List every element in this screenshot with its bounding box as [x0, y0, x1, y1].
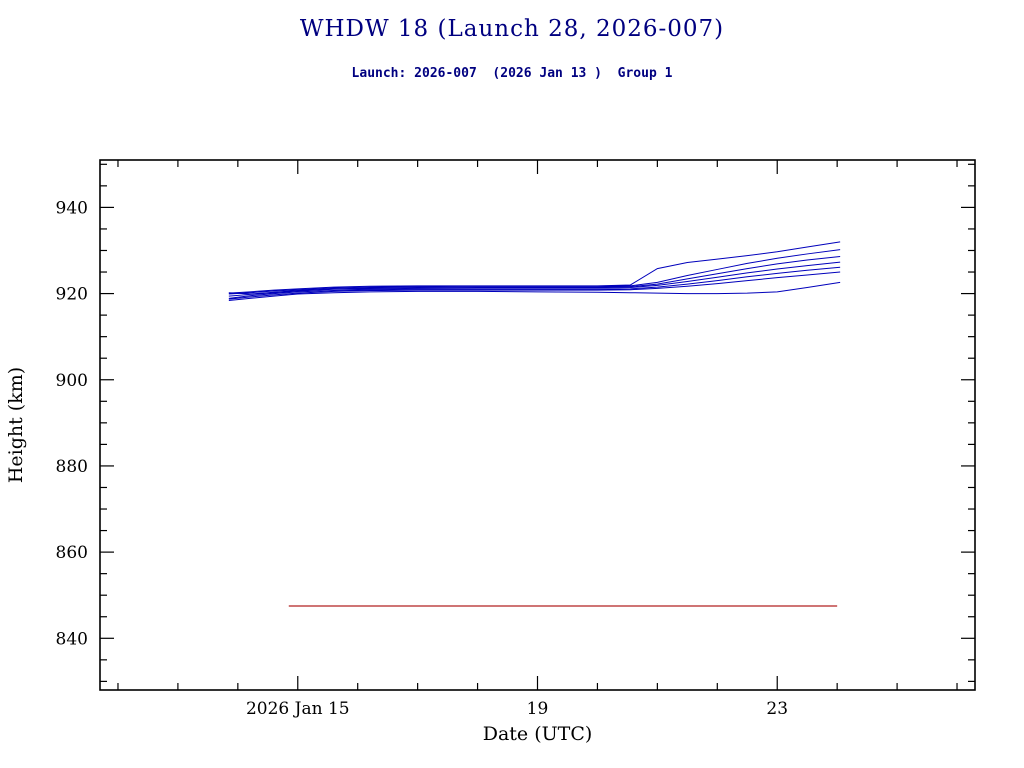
x-tick-label: 2026 Jan 15: [246, 699, 350, 719]
y-tick-label: 920: [56, 285, 88, 305]
y-tick-label: 840: [56, 629, 88, 649]
plot-frame: [99, 159, 976, 691]
chart-subtitle: Launch: 2026-007 (2026 Jan 13 ) Group 1: [351, 66, 673, 81]
height-series-line: [228, 241, 841, 294]
height-series-line: [228, 261, 841, 297]
height-series-line: [228, 249, 841, 295]
y-tick-label: 900: [56, 371, 88, 391]
x-axis-title: Date (UTC): [483, 723, 593, 745]
y-tick-label: 940: [56, 198, 88, 218]
y-tick-label: 860: [56, 543, 88, 563]
chart-title: WHDW 18 (Launch 28, 2026-007): [299, 16, 725, 42]
height-series-line: [228, 281, 841, 301]
height-series-line: [228, 266, 841, 299]
y-axis-title: Height (km): [5, 367, 27, 483]
x-tick-label: 19: [527, 699, 549, 719]
y-tick-label: 880: [56, 457, 88, 477]
height-series-line: [228, 271, 841, 300]
x-tick-label: 23: [766, 699, 788, 719]
